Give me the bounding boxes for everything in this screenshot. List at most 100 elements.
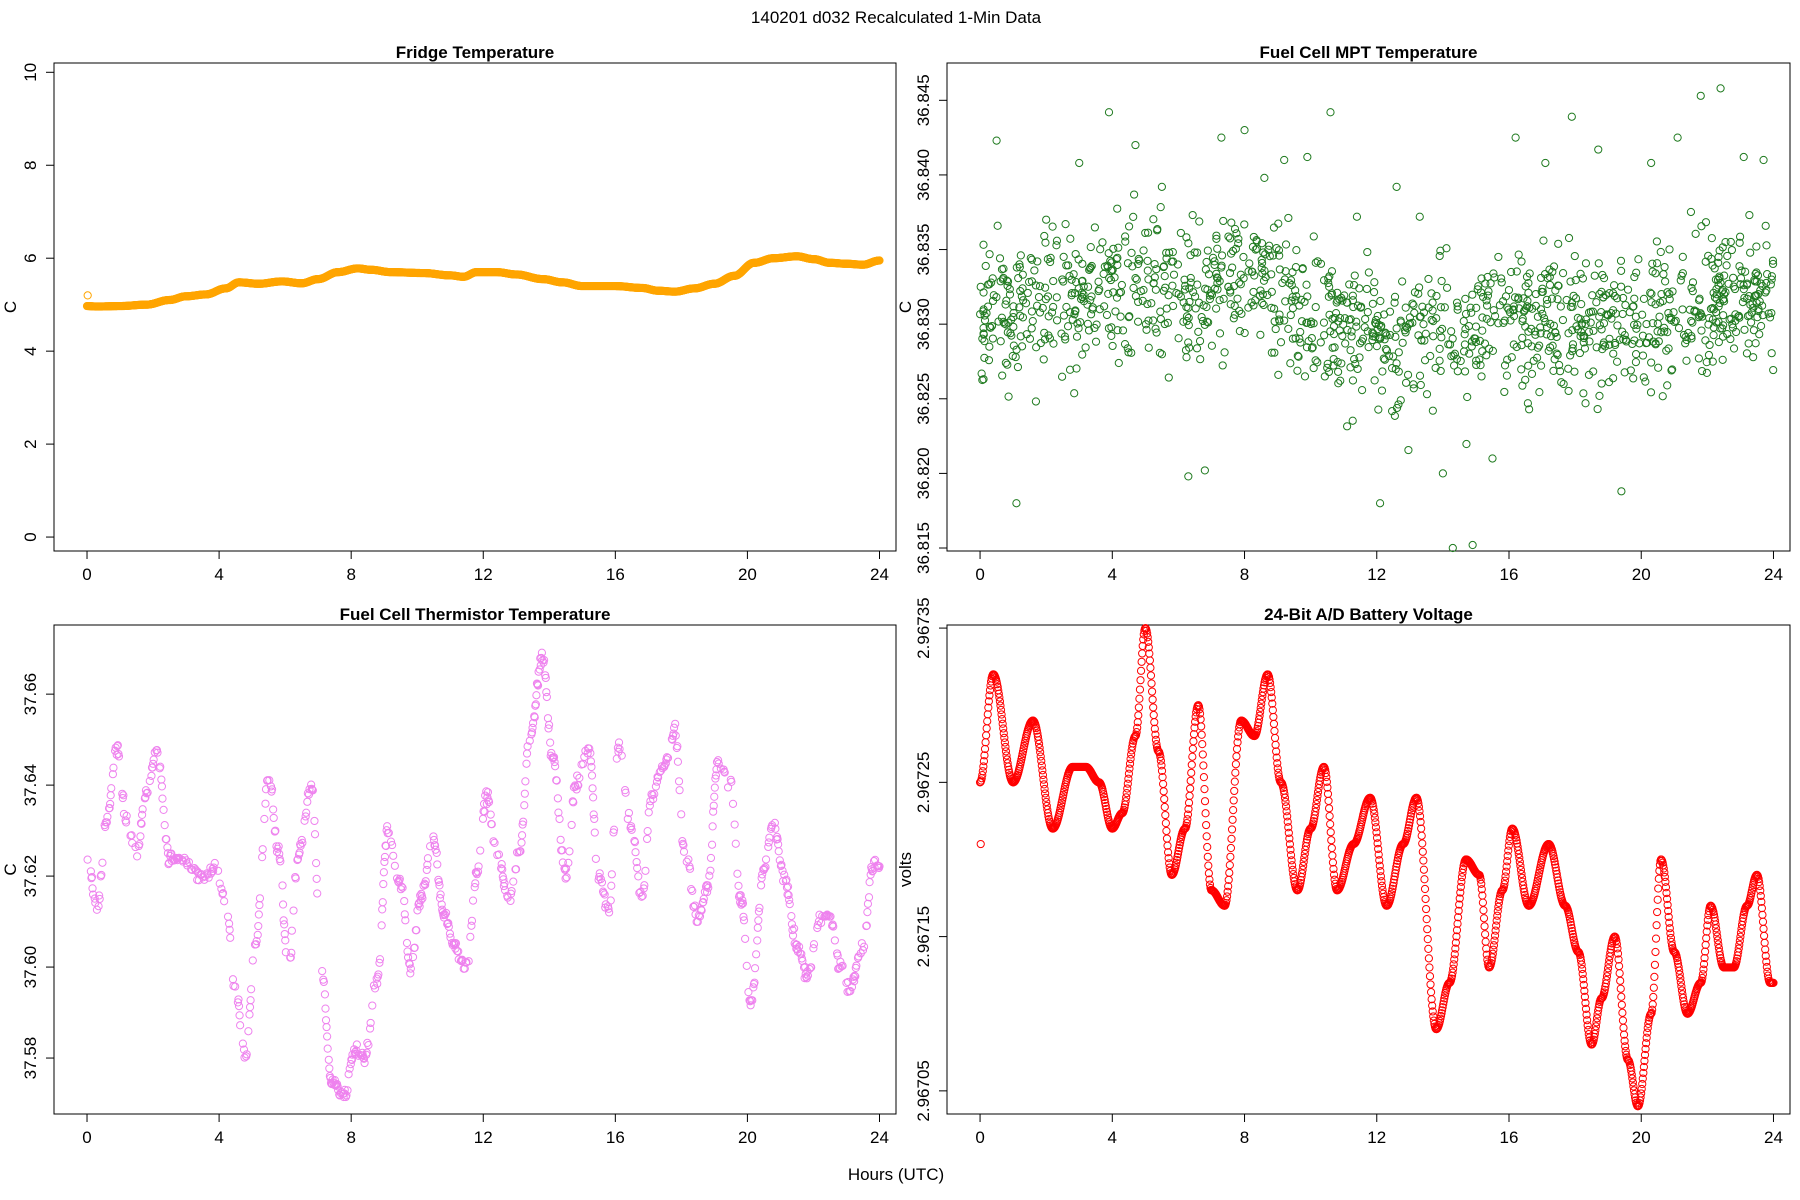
mpt-point [1131,274,1140,283]
mpt-point [1364,268,1373,277]
mpt-point [1385,330,1395,340]
mpt-point [1398,277,1407,286]
mpt-point [1287,281,1296,290]
mpt-point [1019,296,1028,305]
battery-point [1159,787,1168,796]
mpt-point [1107,331,1116,340]
mpt-point [1077,288,1087,297]
thermistor-point [360,1058,369,1068]
mpt-point [1116,312,1125,321]
mpt-point [1391,332,1400,341]
battery-point [1231,768,1240,777]
mpt-point [1656,247,1665,257]
mpt-point [1259,248,1268,257]
mpt-point [1225,234,1235,243]
mpt-point [1232,229,1241,238]
mpt-point [1275,310,1284,319]
battery-point [1426,988,1436,997]
mpt-point [1200,320,1209,329]
mpt-point [1070,389,1079,398]
mpt-point [1581,399,1590,408]
mpt-point [1573,313,1582,322]
mpt-point [1291,262,1301,272]
mpt-point [1394,348,1403,357]
thermistor-point [753,936,762,945]
mpt-point [1143,256,1152,265]
mpt-point [1708,357,1717,366]
mpt-point [1023,288,1032,298]
mpt-point [1371,319,1381,329]
battery-point [1423,925,1432,934]
battery-point [1616,984,1625,993]
mpt-point [1500,361,1510,370]
mpt-point [1188,210,1197,220]
thermistor-point [321,1016,331,1025]
mpt-point [1749,326,1759,335]
mpt-point [1432,291,1441,301]
thermistor-point [487,820,496,829]
mpt-point [1429,332,1438,341]
mpt-point [1688,278,1698,287]
thermistor-series [83,648,884,1102]
mpt-point [1251,245,1260,254]
mpt-point [1078,259,1087,268]
mpt-point [1468,290,1477,299]
mpt-point [1551,286,1560,295]
mpt-point [1670,317,1679,326]
thermistor-point [522,749,532,758]
mpt-point [1276,338,1286,347]
mpt-point [1524,278,1533,288]
battery-point [1227,825,1237,834]
thermistor-point [642,834,652,844]
mpt-point [1182,233,1191,242]
battery-point [1197,722,1206,731]
mpt-point [1291,296,1300,305]
thermistor-point [752,950,761,959]
battery-x-tick-label: 16 [1500,1128,1519,1147]
mpt-point [1194,327,1203,336]
mpt-point [1486,279,1495,288]
mpt-point [1319,276,1329,285]
mpt-point [1256,330,1265,339]
mpt-point [1524,327,1533,336]
mpt-point [1018,313,1028,322]
battery-point [1269,712,1278,722]
mpt-point [1568,344,1577,353]
mpt-point [1490,311,1500,321]
mpt-point [1555,360,1564,370]
thermistor-point [235,1011,244,1020]
mpt-point [1338,331,1347,341]
mpt-point [1435,251,1444,261]
mpt-point [996,277,1005,286]
mpt-point [1360,323,1369,332]
mpt-point [1527,342,1536,351]
mpt-point [1477,372,1486,381]
mpt-point [1293,351,1302,360]
mpt-point [1228,263,1237,272]
mpt-point [1519,294,1528,303]
mpt-point [1461,294,1470,303]
thermistor-point [423,854,433,863]
mpt-point [1009,341,1018,350]
mpt-point [1311,356,1320,365]
mpt-point [1485,344,1494,353]
mpt-point [1660,327,1669,336]
mpt-point [1408,318,1417,327]
mpt-point [1444,340,1453,349]
mpt-point [1233,294,1242,303]
mpt-point [1575,348,1585,358]
mpt-point [1327,267,1337,276]
mpt-point [1128,262,1137,271]
mpt-point [1617,266,1626,275]
thermistor-point [321,1004,330,1013]
mpt-point [1224,232,1233,241]
mpt-point [1096,245,1105,254]
mpt-point [1762,241,1771,250]
mpt-point [1176,228,1185,238]
mpt-point [1478,292,1488,302]
thermistor-point [324,1055,333,1064]
mpt-point [1690,307,1699,316]
mpt-outlier-point [1240,126,1249,135]
thermistor-point [159,805,168,815]
